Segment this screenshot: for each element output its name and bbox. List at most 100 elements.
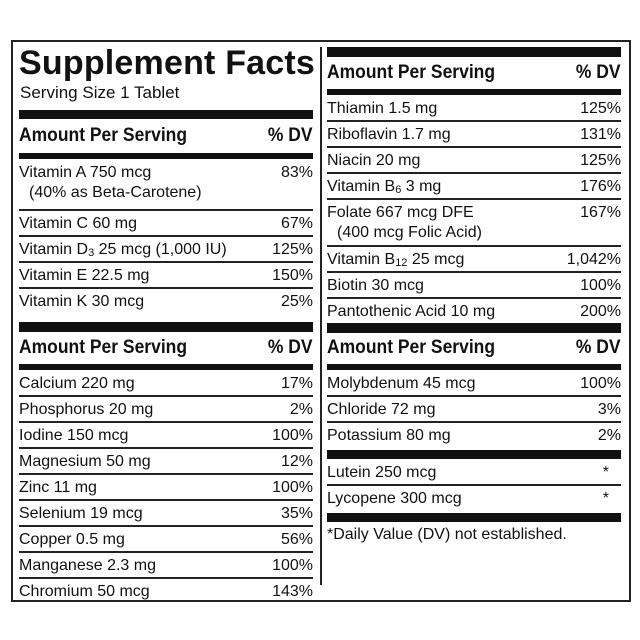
header-dv: % DV: [576, 62, 621, 83]
nutrient-row: Vitamin E 22.5 mg 150%: [19, 263, 313, 289]
nutrient-row: Phosphorus 20 mg 2%: [19, 397, 313, 423]
header-dv: % DV: [268, 337, 313, 358]
nutrient-row: Calcium 220 mg 17%: [19, 371, 313, 397]
nutrient-dv: 17%: [280, 375, 313, 392]
nutrient-dv: 176%: [580, 178, 621, 195]
medium-rule: [19, 364, 313, 370]
nutrient-row: Riboflavin 1.7 mg 131%: [327, 122, 621, 148]
nutrient-row: Pantothenic Acid 10 mg 200%: [327, 299, 621, 323]
nutrient-note: (40% as Beta-Carotene): [29, 184, 202, 201]
nutrient-name: Vitamin C 60 mg: [19, 215, 137, 232]
nutrient-name: Vitamin K 30 mcg: [19, 293, 145, 310]
header-amount: Amount Per Serving: [327, 62, 496, 83]
nutrient-dv: 131%: [580, 126, 621, 143]
nutrient-row: Lutein 250 mcg *: [327, 460, 621, 486]
nutrient-row: Vitamin K 30 mcg 25%: [19, 289, 313, 319]
header-amount: Amount Per Serving: [19, 337, 188, 358]
nutrient-note: (400 mcg Folic Acid): [337, 224, 482, 241]
nutrient-dv: 2%: [289, 401, 313, 418]
nutrient-row: Niacin 20 mg 125%: [327, 148, 621, 174]
nutrient-name: Vitamin B12 25 mcg: [327, 251, 465, 269]
section-header: Amount Per Serving % DV: [19, 122, 313, 150]
nutrient-row: Iodine 150 mcg 100%: [19, 423, 313, 449]
thick-rule: [19, 110, 313, 119]
nutrient-dv: 143%: [272, 583, 313, 600]
nutrient-dv: 167%: [580, 204, 621, 221]
nutrient-name: Vitamin A 750 mcg (40% as Beta-Carotene): [19, 164, 202, 201]
column-divider: [320, 47, 322, 585]
nutrient-name: Niacin 20 mg: [327, 152, 421, 169]
header-amount: Amount Per Serving: [327, 337, 496, 358]
nutrient-dv: 125%: [580, 152, 621, 169]
nutrient-name: Selenium 19 mcg: [19, 505, 143, 522]
nutrient-row: Lycopene 300 mcg *: [327, 486, 621, 512]
nutrient-row: Magnesium 50 mg 12%: [19, 449, 313, 475]
nutrient-row: Potassium 80 mg 2%: [327, 423, 621, 449]
nutrient-name: Vitamin D3 25 mcg (1,000 IU): [19, 241, 227, 259]
nutrient-name: Manganese 2.3 mg: [19, 557, 156, 574]
nutrient-row: Manganese 2.3 mg 100%: [19, 553, 313, 579]
nutrient-row: Chromium 50 mcg 143%: [19, 579, 313, 601]
nutrient-dv: 3%: [597, 401, 621, 418]
nutrient-name: Biotin 30 mcg: [327, 277, 424, 294]
nutrient-name: Lycopene 300 mcg: [327, 490, 462, 507]
nutrient-dv: 1,042%: [566, 251, 621, 268]
thick-rule: [327, 513, 621, 522]
medium-rule: [327, 364, 621, 370]
nutrient-name: Pantothenic Acid 10 mg: [327, 303, 496, 320]
nutrient-row: Zinc 11 mg 100%: [19, 475, 313, 501]
nutrient-row: Vitamin B12 25 mcg 1,042%: [327, 247, 621, 273]
nutrient-row: Biotin 30 mcg 100%: [327, 273, 621, 299]
section-header: Amount Per Serving % DV: [19, 334, 313, 362]
nutrient-row: Folate 667 mcg DFE (400 mcg Folic Acid) …: [327, 200, 621, 247]
footnote: *Daily Value (DV) not established.: [327, 526, 567, 543]
nutrient-dv: 25%: [280, 293, 313, 310]
thick-rule: [327, 47, 621, 57]
nutrient-dv: *: [602, 464, 609, 481]
nutrient-dv: *: [602, 490, 609, 507]
nutrient-name: Zinc 11 mg: [19, 479, 97, 496]
medium-rule: [19, 153, 313, 159]
nutrient-name: Calcium 220 mg: [19, 375, 135, 392]
thick-rule: [327, 323, 621, 333]
nutrient-dv: 12%: [280, 453, 313, 470]
nutrient-name: Chloride 72 mg: [327, 401, 436, 418]
nutrient-dv: 100%: [272, 427, 313, 444]
nutrient-name: Vitamin B6 3 mg: [327, 178, 442, 196]
thick-rule: [19, 322, 313, 332]
nutrient-dv: 83%: [280, 164, 313, 181]
nutrient-dv: 100%: [580, 375, 621, 392]
nutrient-row: Vitamin D3 25 mcg (1,000 IU) 125%: [19, 237, 313, 263]
nutrient-row: Copper 0.5 mg 56%: [19, 527, 313, 553]
nutrient-name: Chromium 50 mcg: [19, 583, 150, 600]
nutrient-dv: 67%: [280, 215, 313, 232]
nutrient-dv: 125%: [580, 100, 621, 117]
nutrient-name: Riboflavin 1.7 mg: [327, 126, 451, 143]
nutrient-dv: 125%: [272, 241, 313, 258]
nutrient-row: Thiamin 1.5 mg 125%: [327, 96, 621, 122]
nutrient-name: Magnesium 50 mg: [19, 453, 151, 470]
nutrient-dv: 100%: [272, 479, 313, 496]
nutrient-row: Vitamin A 750 mcg (40% as Beta-Carotene)…: [19, 160, 313, 211]
nutrient-name: Phosphorus 20 mg: [19, 401, 154, 418]
nutrient-name: Molybdenum 45 mcg: [327, 375, 476, 392]
medium-rule: [327, 89, 621, 95]
serving-size: Serving Size 1 Tablet: [20, 83, 180, 102]
nutrient-dv: 56%: [280, 531, 313, 548]
nutrient-row: Vitamin B6 3 mg 176%: [327, 174, 621, 200]
nutrient-dv: 200%: [580, 303, 621, 320]
panel-title: Supplement Facts: [19, 44, 316, 82]
section-header: Amount Per Serving % DV: [327, 334, 621, 362]
nutrient-name: Folate 667 mcg DFE (400 mcg Folic Acid): [327, 204, 482, 241]
nutrient-dv: 100%: [272, 557, 313, 574]
nutrient-row: Molybdenum 45 mcg 100%: [327, 371, 621, 397]
nutrient-dv: 100%: [580, 277, 621, 294]
nutrient-name: Iodine 150 mcg: [19, 427, 129, 444]
header-dv: % DV: [576, 337, 621, 358]
nutrient-row: Vitamin C 60 mg 67%: [19, 211, 313, 237]
section-header: Amount Per Serving % DV: [327, 59, 621, 87]
thick-rule: [327, 450, 621, 459]
nutrient-name: Vitamin E 22.5 mg: [19, 267, 150, 284]
header-dv: % DV: [268, 125, 313, 146]
header-amount: Amount Per Serving: [19, 125, 188, 146]
